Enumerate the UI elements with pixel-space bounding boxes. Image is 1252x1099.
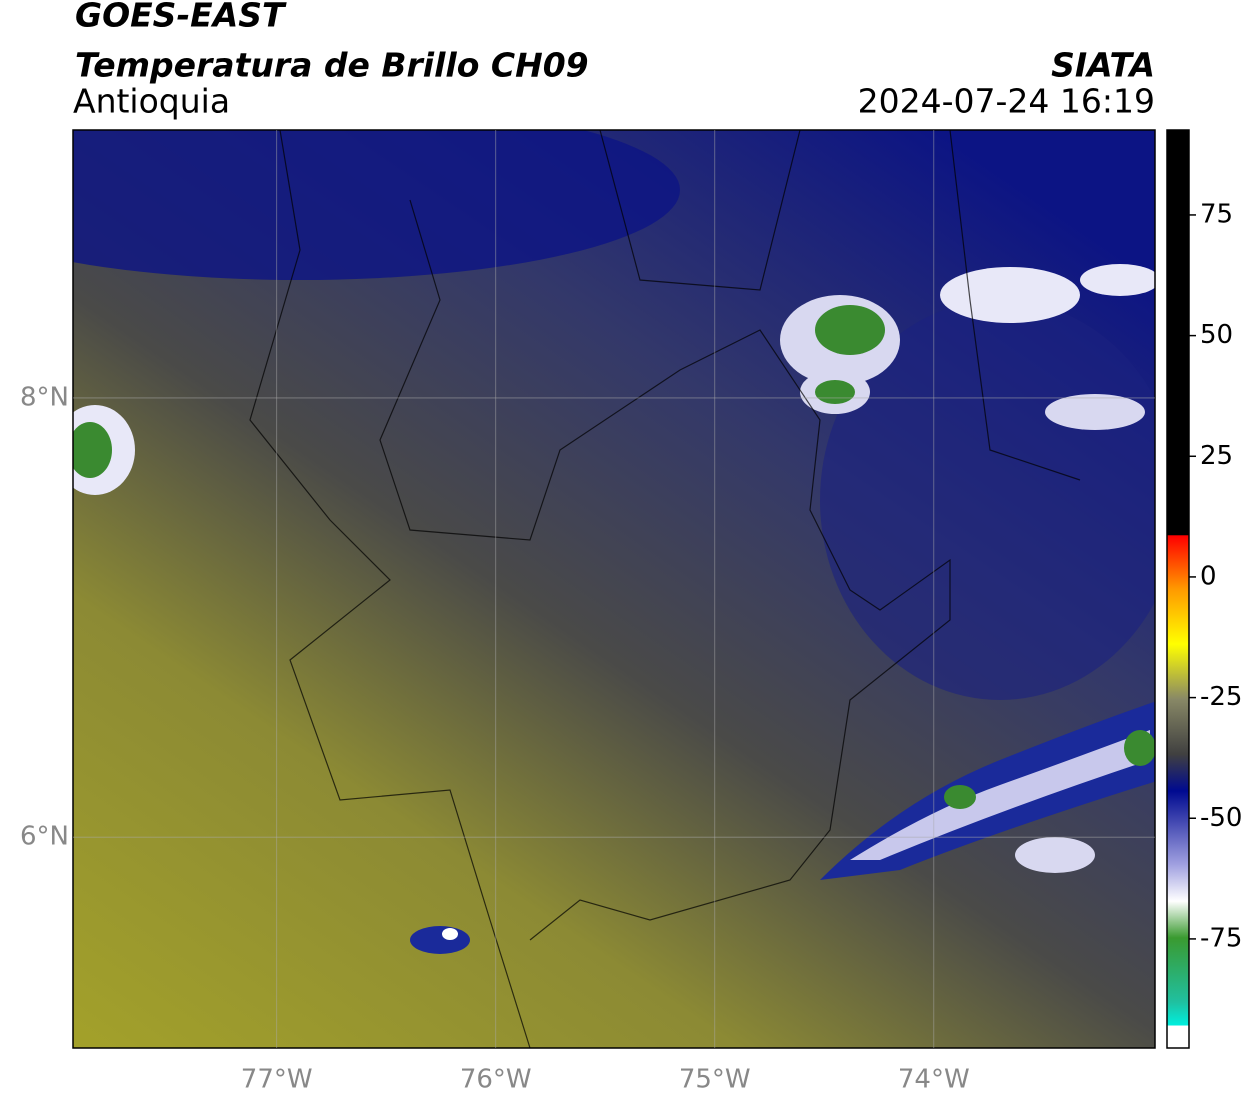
datetime: 2024-07-24 16:19 xyxy=(858,82,1155,121)
colorbar-tick-label: 0 xyxy=(1200,561,1217,591)
lon-tick-label: 74°W xyxy=(898,1065,970,1095)
colorbar-tick-label: 25 xyxy=(1200,441,1233,471)
colorbar-tick-label: 75 xyxy=(1200,199,1233,229)
lat-tick-label: 8°N xyxy=(20,382,69,412)
colorbar-tick-label: -25 xyxy=(1200,682,1242,712)
title: GOES-EAST xyxy=(75,0,287,35)
subtitle: Temperatura de Brillo CH09 xyxy=(75,46,589,85)
source: SIATA xyxy=(1051,46,1155,85)
map-image xyxy=(73,130,1155,1048)
lon-tick-label: 76°W xyxy=(460,1065,532,1095)
region: Antioquia xyxy=(73,82,230,121)
lat-tick-label: 6°N xyxy=(20,822,69,852)
colorbar-tick-label: -50 xyxy=(1200,803,1242,833)
colorbar-tick-label: 50 xyxy=(1200,320,1233,350)
colorbar-tick-label: -75 xyxy=(1200,923,1242,953)
map-frame xyxy=(72,129,1156,1049)
colorbar xyxy=(1166,129,1190,1049)
lon-tick-label: 77°W xyxy=(241,1065,313,1095)
lon-tick-label: 75°W xyxy=(679,1065,751,1095)
